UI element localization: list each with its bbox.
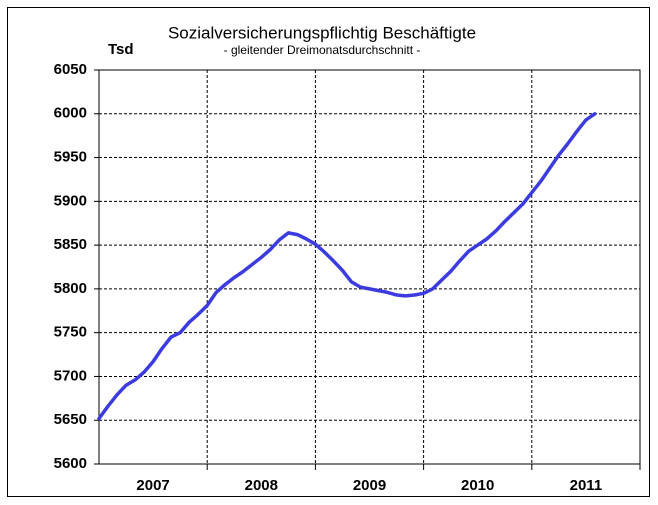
y-tick-label: 5800 [54, 280, 87, 297]
x-tick-label: 2010 [461, 477, 494, 494]
y-tick-label: 5850 [54, 236, 87, 253]
chart-subtitle: - gleitender Dreimonatsdurchschnitt - [224, 43, 421, 57]
x-tick-label: 2007 [136, 477, 169, 494]
y-tick-label: 6000 [54, 105, 87, 122]
y-tick-label: 6050 [54, 61, 87, 78]
chart-frame [7, 7, 650, 497]
y-axis-unit: Tsd [108, 41, 134, 58]
x-tick-label: 2011 [570, 477, 603, 494]
chart-title: Sozialversicherungspflichtig Beschäftigt… [168, 23, 476, 42]
x-tick-label: 2008 [245, 477, 278, 494]
y-tick-label: 5650 [54, 411, 87, 428]
data-line [97, 112, 597, 421]
y-tick-label: 5600 [54, 455, 87, 472]
y-tick-label: 5950 [54, 149, 87, 166]
plot-frame [98, 69, 641, 465]
x-tick-label: 2009 [353, 477, 386, 494]
y-tick-label: 5900 [54, 192, 87, 209]
y-tick-label: 5750 [54, 324, 87, 341]
y-tick-label: 5700 [54, 367, 87, 384]
